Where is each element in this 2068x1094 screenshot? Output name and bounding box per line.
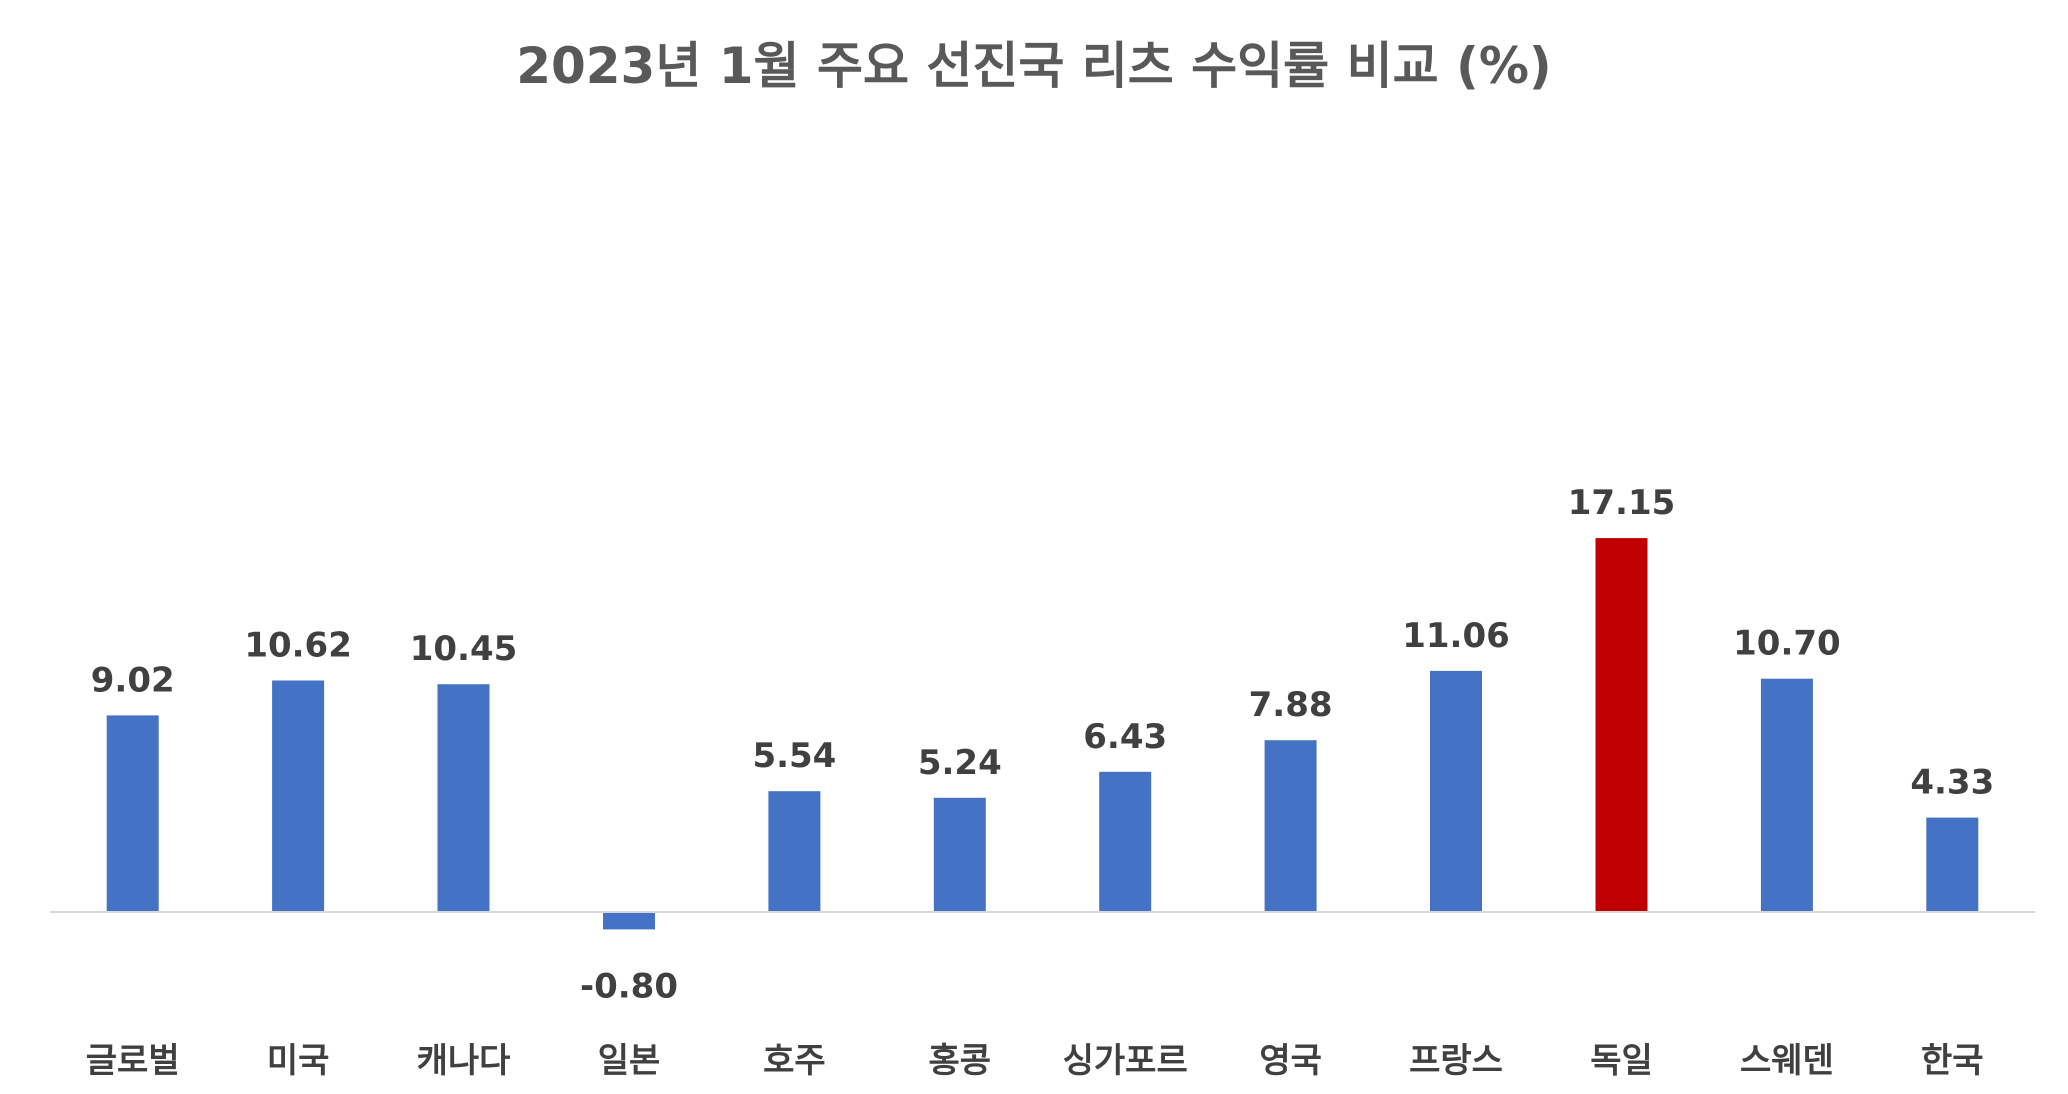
- category-label-11: 스웨덴: [1740, 1041, 1834, 1081]
- bar-11: [1760, 678, 1813, 912]
- bar-8: [1264, 740, 1317, 912]
- category-label-2: 미국: [267, 1041, 330, 1081]
- data-label-7: 6.43: [1083, 717, 1167, 757]
- bar-12: [1926, 817, 1979, 912]
- bar-7: [1099, 771, 1152, 912]
- data-label-10: 17.15: [1568, 483, 1676, 523]
- data-label-4: -0.80: [580, 966, 678, 1006]
- data-label-11: 10.70: [1733, 624, 1841, 664]
- bar-9: [1430, 670, 1482, 912]
- bar-6: [933, 797, 986, 912]
- bar-2: [272, 680, 325, 912]
- bar-4: [603, 912, 655, 930]
- category-label-6: 홍콩: [929, 1041, 992, 1081]
- category-label-12: 한국: [1921, 1041, 1984, 1081]
- data-label-9: 11.06: [1402, 616, 1510, 656]
- category-label-5: 호주: [763, 1041, 826, 1081]
- category-label-8: 영국: [1259, 1041, 1322, 1081]
- data-label-2: 10.62: [244, 626, 352, 666]
- data-label-6: 5.24: [918, 743, 1002, 783]
- bar-1: [106, 715, 159, 912]
- data-label-8: 7.88: [1249, 685, 1333, 725]
- category-label-4: 일본: [598, 1041, 661, 1081]
- chart-title: 2023년 1월 주요 선진국 리츠 수익률 비교 (%): [516, 37, 1552, 95]
- bar-10: [1595, 538, 1648, 912]
- data-label-1: 9.02: [91, 660, 175, 700]
- bar-5: [768, 791, 821, 912]
- category-label-7: 싱가포르: [1063, 1041, 1188, 1081]
- data-label-5: 5.54: [752, 736, 836, 776]
- bar-3: [437, 684, 490, 912]
- category-label-9: 프랑스: [1409, 1041, 1503, 1081]
- data-label-12: 4.33: [1910, 763, 1994, 803]
- category-label-3: 캐나다: [417, 1041, 511, 1081]
- category-label-1: 글로벌: [86, 1041, 180, 1081]
- category-label-10: 독일: [1590, 1041, 1653, 1081]
- data-label-3: 10.45: [410, 629, 518, 669]
